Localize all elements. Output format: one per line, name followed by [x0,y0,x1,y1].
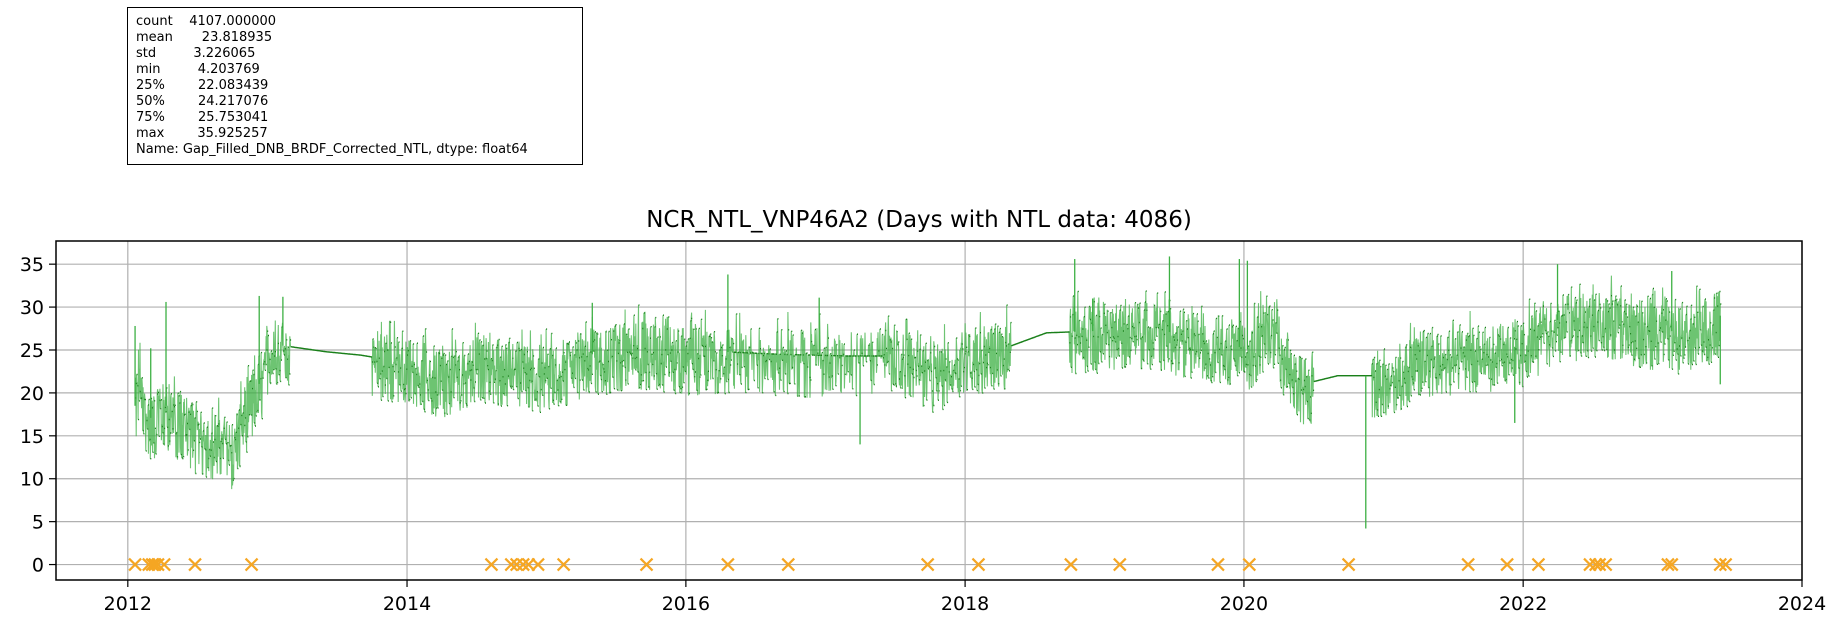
missing-marker [484,557,499,572]
missing-marker [1461,557,1475,572]
missing-marker [531,557,545,572]
stats-line: count 4107.000000 [136,14,277,29]
x-tick-label: 2022 [1499,593,1547,615]
stats-line: min 4.203769 [136,62,260,77]
missing-marker [971,557,986,572]
missing-marker [504,557,519,572]
daily-points [135,283,1722,481]
missing-marker [1592,557,1607,572]
y-tick-label: 10 [20,469,44,491]
stats-line: 25% 22.083439 [136,78,269,93]
stats-line: 50% 24.217076 [136,94,269,109]
missing-marker [1341,557,1356,572]
missing-marker [1598,557,1613,572]
x-tick-label: 2018 [941,593,989,615]
stats-box: count 4107.000000 mean 23.818935 std 3.226… [127,7,583,165]
missing-marker [1588,557,1603,572]
axes [55,240,1803,581]
stats-line: Name: Gap_Filled_DNB_BRDF_Corrected_NTL,… [136,142,528,157]
missing-marker [516,557,530,572]
y-tick-label: 35 [20,254,44,276]
missing-marker [151,557,165,572]
x-tick-label: 2016 [662,593,710,615]
x-tick-label: 2012 [104,593,152,615]
missing-marker [639,557,654,572]
missing-marker [1661,557,1675,572]
spike-series [134,256,1721,529]
missing-marker [1113,557,1127,572]
y-tick-label: 25 [20,340,44,362]
missing-marker [556,557,571,572]
daily-series [134,275,1722,490]
missing-marker [1531,557,1546,572]
plot-frame [55,240,1803,581]
chart-title: NCR_NTL_VNP46A2 (Days with NTL data: 408… [646,207,1192,233]
y-tick-label: 5 [32,512,44,534]
missing-marker [1242,557,1257,572]
stats-line: mean 23.818935 [136,30,273,45]
y-tick-label: 15 [20,426,44,448]
missing-marker [1211,557,1225,572]
stats-line: std 3.226065 [136,46,256,61]
missing-marker [1713,557,1728,572]
missing-marker [1064,557,1078,572]
missing-marker [1664,557,1679,572]
grid [56,241,1803,580]
stats-line: 75% 25.753041 [136,110,269,125]
y-tick-label: 0 [32,555,44,577]
x-tick-label: 2024 [1778,593,1826,615]
y-tick-label: 30 [20,297,44,319]
ticks: 2012 2014 2016 2018 2020 2022 2024 0 5 10 15 20 25 30… [20,254,1826,615]
missing-marker [244,557,259,572]
missing-marker [1500,557,1514,572]
x-tick-label: 2014 [383,593,431,615]
y-tick-label: 20 [20,383,44,405]
missing-marker [781,557,796,572]
missing-marker [721,557,735,572]
missing-marker [157,557,171,572]
x-tick-label: 2020 [1220,593,1268,615]
missing-marker [188,557,202,572]
missing-marker [145,557,160,572]
missing-marker [128,557,142,572]
missing-marker [1718,557,1733,572]
stats-line: max 35.925257 [136,126,268,141]
missing-marker [920,557,935,572]
missing-markers [128,557,1733,572]
